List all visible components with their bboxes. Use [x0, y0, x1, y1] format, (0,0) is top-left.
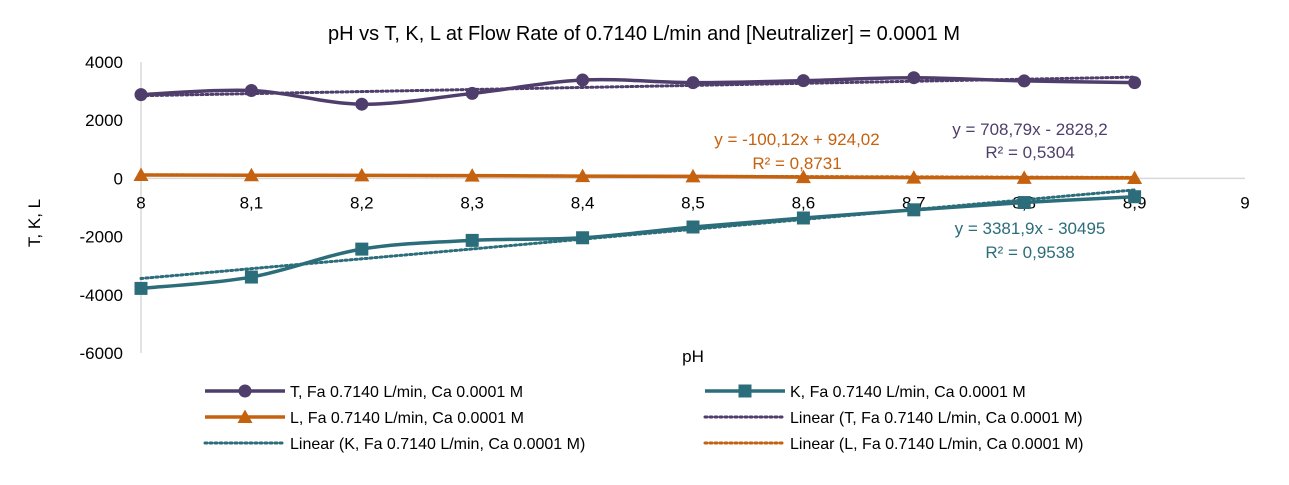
data-point — [244, 270, 258, 284]
data-point — [1016, 170, 1032, 184]
x-tick-label: 8,6 — [792, 193, 816, 212]
legend-item: T, Fa 0.7140 L/min, Ca 0.0001 M — [205, 384, 523, 401]
data-point — [576, 73, 590, 87]
data-point — [243, 167, 259, 182]
chart-title: pH vs T, K, L at Flow Rate of 0.7140 L/m… — [328, 23, 960, 45]
y-tick-label: 4000 — [85, 53, 123, 72]
trendline-equation: y = 708,79x - 2828,2 — [952, 120, 1107, 139]
data-point — [907, 203, 921, 217]
data-point — [575, 168, 591, 183]
trendline-r-squared: R² = 0,5304 — [985, 143, 1074, 162]
data-point — [686, 220, 700, 234]
y-tick-label: 0 — [114, 169, 123, 188]
legend-marker — [237, 409, 253, 423]
data-point — [134, 281, 148, 295]
legend-label: Linear (T, Fa 0.7140 L/min, Ca 0.0001 M) — [790, 410, 1083, 427]
data-point — [354, 167, 370, 182]
legend: T, Fa 0.7140 L/min, Ca 0.0001 M K, Fa 0.7… — [203, 384, 1084, 453]
data-point — [1128, 190, 1142, 204]
series-line — [140, 194, 1135, 291]
legend-label: L, Fa 0.7140 L/min, Ca 0.0001 M — [290, 410, 524, 427]
data-point — [1017, 196, 1031, 210]
data-point — [133, 167, 149, 182]
legend-item: Linear (K, Fa 0.7140 L/min, Ca 0.0001 M) — [203, 436, 585, 453]
trendline-r-squared: R² = 0,9538 — [985, 243, 1074, 262]
data-point — [134, 88, 148, 102]
y-tick-label: -4000 — [80, 286, 123, 305]
data-point — [465, 86, 479, 100]
y-tick-label: -6000 — [80, 344, 123, 363]
data-point — [355, 97, 369, 111]
x-tick-label: 8,2 — [350, 193, 374, 212]
data-point — [907, 71, 921, 85]
legend-marker — [738, 384, 752, 398]
data-point — [1017, 74, 1031, 88]
trendline-r-squared: R² = 0,8731 — [752, 154, 841, 173]
data-point — [1128, 76, 1142, 90]
y-tick-label: 2000 — [85, 111, 123, 130]
x-tick-label: 8,1 — [240, 193, 264, 212]
x-tick-label: 8 — [136, 193, 145, 212]
data-point — [244, 84, 258, 98]
data-point — [686, 76, 700, 90]
data-point — [355, 242, 369, 256]
y-axis-label: T, K, L — [25, 199, 44, 247]
data-point — [796, 74, 810, 88]
y-tick-label: -2000 — [80, 228, 123, 247]
legend-marker — [238, 384, 252, 398]
trendline-equation: y = 3381,9x - 30495 — [955, 219, 1106, 238]
x-axis-label: pH — [682, 347, 704, 366]
data-point — [464, 168, 480, 182]
x-tick-label: 8,5 — [681, 193, 705, 212]
trendline-equation: y = -100,12x + 924,02 — [714, 130, 879, 149]
x-tick-label: 9 — [1240, 193, 1249, 212]
plot-area: 4000 2000 0 -2000 -4000 -6000 8 8,1 8,2 8,3 8,4 8,5… — [80, 53, 1250, 363]
x-tick-label: 8,3 — [460, 193, 484, 212]
legend-label: T, Fa 0.7140 L/min, Ca 0.0001 M — [290, 384, 523, 401]
data-point — [796, 211, 810, 225]
legend-item: K, Fa 0.7140 L/min, Ca 0.0001 M — [705, 384, 1026, 401]
data-point — [906, 170, 922, 184]
legend-label: Linear (L, Fa 0.7140 L/min, Ca 0.0001 M) — [790, 436, 1084, 453]
legend-item: Linear (T, Fa 0.7140 L/min, Ca 0.0001 M) — [703, 410, 1083, 427]
legend-item: L, Fa 0.7140 L/min, Ca 0.0001 M — [205, 409, 524, 427]
data-point — [685, 168, 701, 183]
legend-label: K, Fa 0.7140 L/min, Ca 0.0001 M — [790, 384, 1026, 401]
data-point — [795, 169, 811, 184]
series-line — [140, 173, 1135, 180]
series-line — [140, 75, 1135, 106]
legend-label: Linear (K, Fa 0.7140 L/min, Ca 0.0001 M) — [290, 436, 585, 453]
legend-item: Linear (L, Fa 0.7140 L/min, Ca 0.0001 M) — [703, 436, 1084, 453]
data-point — [465, 233, 479, 247]
data-point — [1127, 170, 1143, 184]
data-point — [576, 231, 590, 245]
x-tick-label: 8,4 — [571, 193, 595, 212]
